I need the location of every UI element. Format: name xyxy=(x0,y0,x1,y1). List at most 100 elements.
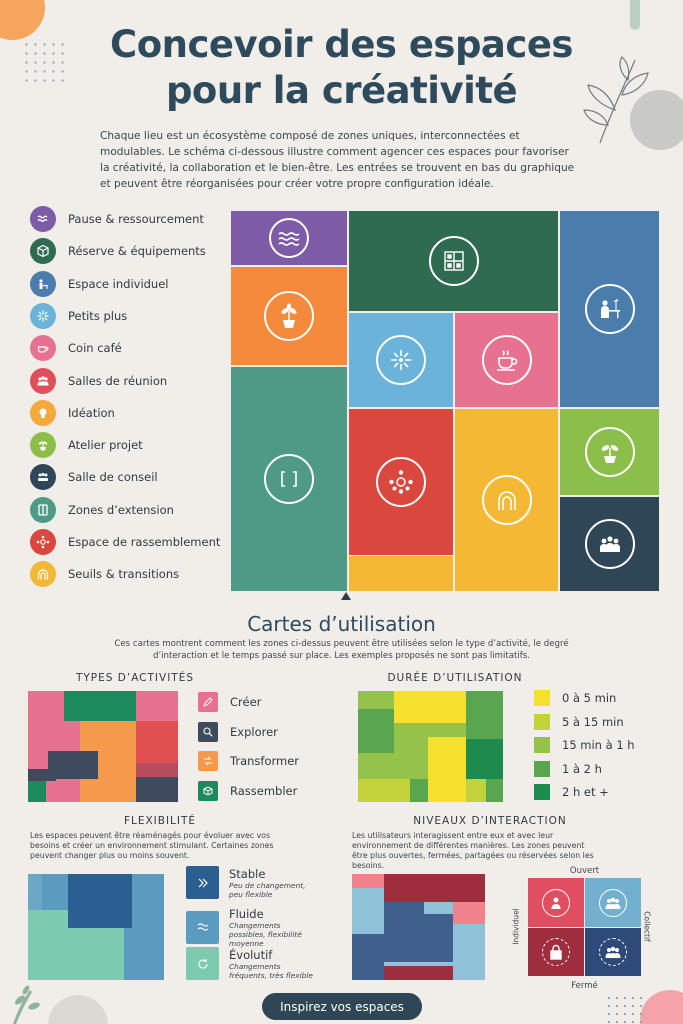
group-icon xyxy=(599,938,627,966)
legend-label: Salle de conseil xyxy=(68,470,158,485)
zone-board[interactable] xyxy=(559,496,660,592)
zone-individual[interactable] xyxy=(559,210,660,408)
map-cell xyxy=(352,888,384,922)
key-swatch xyxy=(198,721,218,742)
dot-grid-decoration xyxy=(605,994,645,1024)
legend-item: Petits plus xyxy=(30,302,127,329)
duration-map xyxy=(358,691,503,802)
interaction-quadrant xyxy=(528,878,641,976)
key-swatch xyxy=(534,760,550,777)
box-icon xyxy=(428,236,479,286)
board-icon xyxy=(30,464,56,491)
leaf-decoration xyxy=(8,980,53,1024)
plant-icon xyxy=(30,432,56,459)
map-cell xyxy=(358,779,410,802)
quadrant-open-individual xyxy=(528,878,584,927)
cta-button[interactable]: Inspirez vos espaces xyxy=(262,993,422,1020)
map-cell xyxy=(428,737,466,802)
interaction-text: Les utilisateurs interagissent entre eux… xyxy=(352,831,594,870)
map-cell xyxy=(28,769,56,781)
usage-section-text: Ces cartes montrent comment les zones ci… xyxy=(114,639,569,661)
title-line-1: Concevoir des espaces xyxy=(110,23,573,66)
key-item: Stable Peu de changement, peu flexible xyxy=(186,866,314,899)
legend-item: Seuils & transitions xyxy=(30,561,180,588)
usage-section-title: Cartes d’utilisation xyxy=(247,612,436,636)
map-cell xyxy=(466,779,486,802)
legend-item: Espace individuel xyxy=(30,270,169,297)
key-swatch xyxy=(198,692,218,712)
box-icon xyxy=(30,238,56,265)
floor-plan xyxy=(230,210,660,592)
legend-label: Coin café xyxy=(68,341,122,356)
plant-icon xyxy=(584,427,635,477)
map-cell xyxy=(48,751,98,779)
zone-extras[interactable] xyxy=(348,312,454,408)
key-label: Rassembler xyxy=(230,784,298,799)
map-cell xyxy=(352,934,384,980)
zone-transitions-base[interactable] xyxy=(348,556,454,592)
map-cell xyxy=(424,914,453,962)
interaction-map xyxy=(352,874,485,980)
bracket-icon xyxy=(30,496,56,523)
legend-item: Salles de réunion xyxy=(30,367,168,394)
key-item: 15 min à 1 h xyxy=(534,737,635,753)
key-swatch xyxy=(186,866,219,899)
key-label: Transformer xyxy=(230,754,300,769)
duration-heading: DURÉE D’UTILISATION xyxy=(387,672,523,684)
zone-cafe[interactable] xyxy=(454,312,559,408)
gather-icon xyxy=(30,529,56,555)
page-title: Concevoir des espaces pour la créativité xyxy=(0,22,683,114)
entrance-marker xyxy=(341,592,351,600)
legend-item: Coin café xyxy=(30,335,122,362)
zone-extension[interactable] xyxy=(230,366,348,592)
key-label: Fluide xyxy=(229,906,264,921)
map-cell xyxy=(486,779,503,802)
map-cell xyxy=(28,910,68,980)
group-icon xyxy=(599,888,627,917)
zone-ideation[interactable] xyxy=(230,266,348,366)
cup-icon xyxy=(481,335,532,385)
corner-circle-decoration xyxy=(640,990,683,1024)
legend-label: Seuils & transitions xyxy=(68,567,180,582)
map-cell xyxy=(384,874,485,902)
key-swatch xyxy=(534,784,550,800)
cup-icon xyxy=(30,335,56,362)
arch-icon xyxy=(30,561,56,588)
map-cell xyxy=(68,874,132,928)
zone-pause[interactable] xyxy=(230,210,348,266)
key-label: 1 à 2 h xyxy=(562,761,602,776)
corner-circle-decoration xyxy=(630,90,683,150)
group-icon xyxy=(30,367,56,394)
person-icon xyxy=(542,888,570,917)
zone-storage[interactable] xyxy=(348,210,559,312)
map-cell xyxy=(136,721,178,763)
zone-transitions[interactable] xyxy=(454,408,559,592)
key-item: 1 à 2 h xyxy=(534,760,602,777)
zone-project[interactable] xyxy=(559,408,660,496)
key-swatch xyxy=(534,737,550,753)
key-item: Explorer xyxy=(198,721,278,742)
map-cell xyxy=(28,781,46,802)
key-swatch xyxy=(534,690,550,706)
legend-label: Pause & ressourcement xyxy=(68,212,204,226)
key-note: Changements possibles, flexibilité moyen… xyxy=(229,920,302,948)
map-cell xyxy=(384,966,453,980)
key-item: Évolutif Changements fréquents, très flex… xyxy=(186,947,314,980)
flex-map xyxy=(28,874,164,980)
lock-icon xyxy=(542,938,570,966)
legend-label: Zones d’extension xyxy=(68,502,174,517)
legend-label: Idéation xyxy=(68,405,115,420)
map-cell xyxy=(28,874,42,910)
key-swatch xyxy=(186,910,219,944)
legend-label: Salles de réunion xyxy=(68,373,168,388)
quadrant-closed-collective xyxy=(585,928,641,976)
zone-gathering[interactable] xyxy=(348,408,454,556)
quadrant-open-collective xyxy=(585,878,641,927)
legend-item: Idéation xyxy=(30,399,115,426)
key-item: Rassembler xyxy=(198,781,298,802)
legend-label: Réserve & équipements xyxy=(68,244,206,259)
intro-text: Chaque lieu est un écosystème composé de… xyxy=(100,130,575,190)
quadrant-label-bottom: Fermé xyxy=(571,981,598,991)
key-label: Créer xyxy=(230,695,262,709)
interaction-heading: NIVEAUX D’INTERACTION xyxy=(413,815,567,827)
